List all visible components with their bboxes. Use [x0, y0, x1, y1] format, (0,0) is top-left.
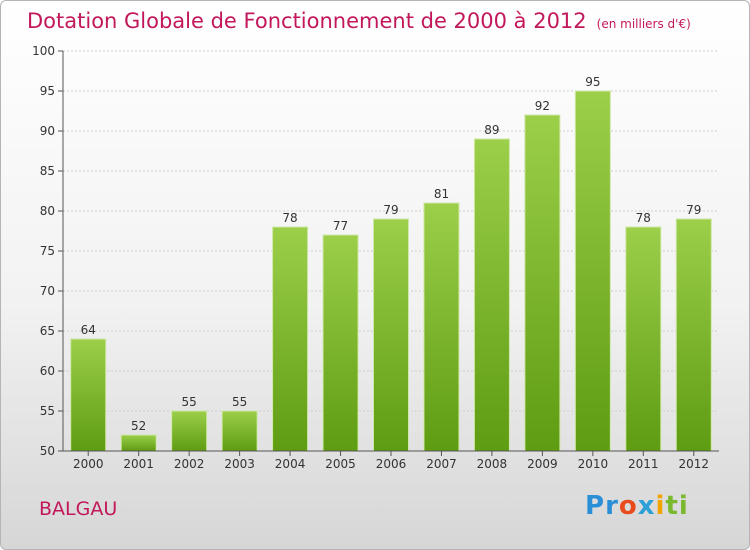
bar-2012: [675, 218, 712, 452]
data-label-2004: 78: [282, 211, 297, 225]
x-tick-label-2002: 2002: [174, 457, 205, 471]
bar-2009: [524, 114, 561, 452]
data-label-2005: 77: [333, 219, 348, 233]
data-label-2006: 79: [383, 203, 398, 217]
bars: [70, 90, 712, 452]
chart-title: Dotation Globale de Fonctionnement de 20…: [27, 9, 691, 33]
x-tick-label-2008: 2008: [477, 457, 508, 471]
y-tick-label-100: 100: [32, 44, 55, 58]
y-tick-label-55: 55: [40, 404, 55, 418]
bar-2008: [473, 138, 510, 452]
bar-2005: [322, 234, 359, 452]
axes: [58, 50, 719, 456]
data-label-2003: 55: [232, 395, 247, 409]
y-tick-label-75: 75: [40, 244, 55, 258]
data-label-2002: 55: [182, 395, 197, 409]
y-tick-label-70: 70: [40, 284, 55, 298]
data-label-2011: 78: [636, 211, 651, 225]
labels: 50 55 60 65 70 75 80 85 90 95 100 64 2000 52 2001 55 200…: [32, 44, 709, 471]
y-tick-label-80: 80: [40, 204, 55, 218]
data-label-2007: 81: [434, 187, 449, 201]
x-tick-label-2001: 2001: [123, 457, 154, 471]
x-tick-label-2005: 2005: [325, 457, 356, 471]
x-tick-label-2012: 2012: [678, 457, 709, 471]
bar-2007: [423, 202, 460, 452]
bar-2002: [171, 410, 208, 452]
y-tick-label-90: 90: [40, 124, 55, 138]
y-tick-label-65: 65: [40, 324, 55, 338]
x-tick-label-2007: 2007: [426, 457, 457, 471]
x-tick-label-2004: 2004: [275, 457, 306, 471]
chart-subtitle: (en milliers d'€): [596, 17, 691, 31]
x-tick-label-2006: 2006: [376, 457, 407, 471]
bar-2011: [625, 226, 662, 452]
bar-2006: [373, 218, 409, 452]
y-tick-label-95: 95: [40, 84, 55, 98]
y-tick-label-50: 50: [40, 444, 55, 458]
bar-2003: [221, 410, 258, 452]
data-label-2001: 52: [131, 419, 146, 433]
data-label-2008: 89: [484, 123, 499, 137]
data-label-2010: 95: [585, 75, 600, 89]
commune-name: BALGAU: [39, 498, 118, 520]
data-label-2012: 79: [686, 203, 701, 217]
y-tick-label-60: 60: [40, 364, 55, 378]
x-tick-label-2003: 2003: [224, 457, 255, 471]
x-tick-label-2009: 2009: [527, 457, 558, 471]
bar-2010: [574, 90, 611, 452]
x-tick-label-2011: 2011: [628, 457, 659, 471]
bar-2004: [272, 226, 309, 452]
data-label-2000: 64: [81, 323, 96, 337]
x-tick-label-2010: 2010: [578, 457, 609, 471]
x-tick-label-2000: 2000: [73, 457, 104, 471]
proxiti-logo: Proxiti: [585, 491, 689, 521]
bar-2000: [70, 338, 107, 452]
y-tick-label-85: 85: [40, 164, 55, 178]
bar-2001: [120, 434, 157, 452]
data-label-2009: 92: [535, 99, 550, 113]
